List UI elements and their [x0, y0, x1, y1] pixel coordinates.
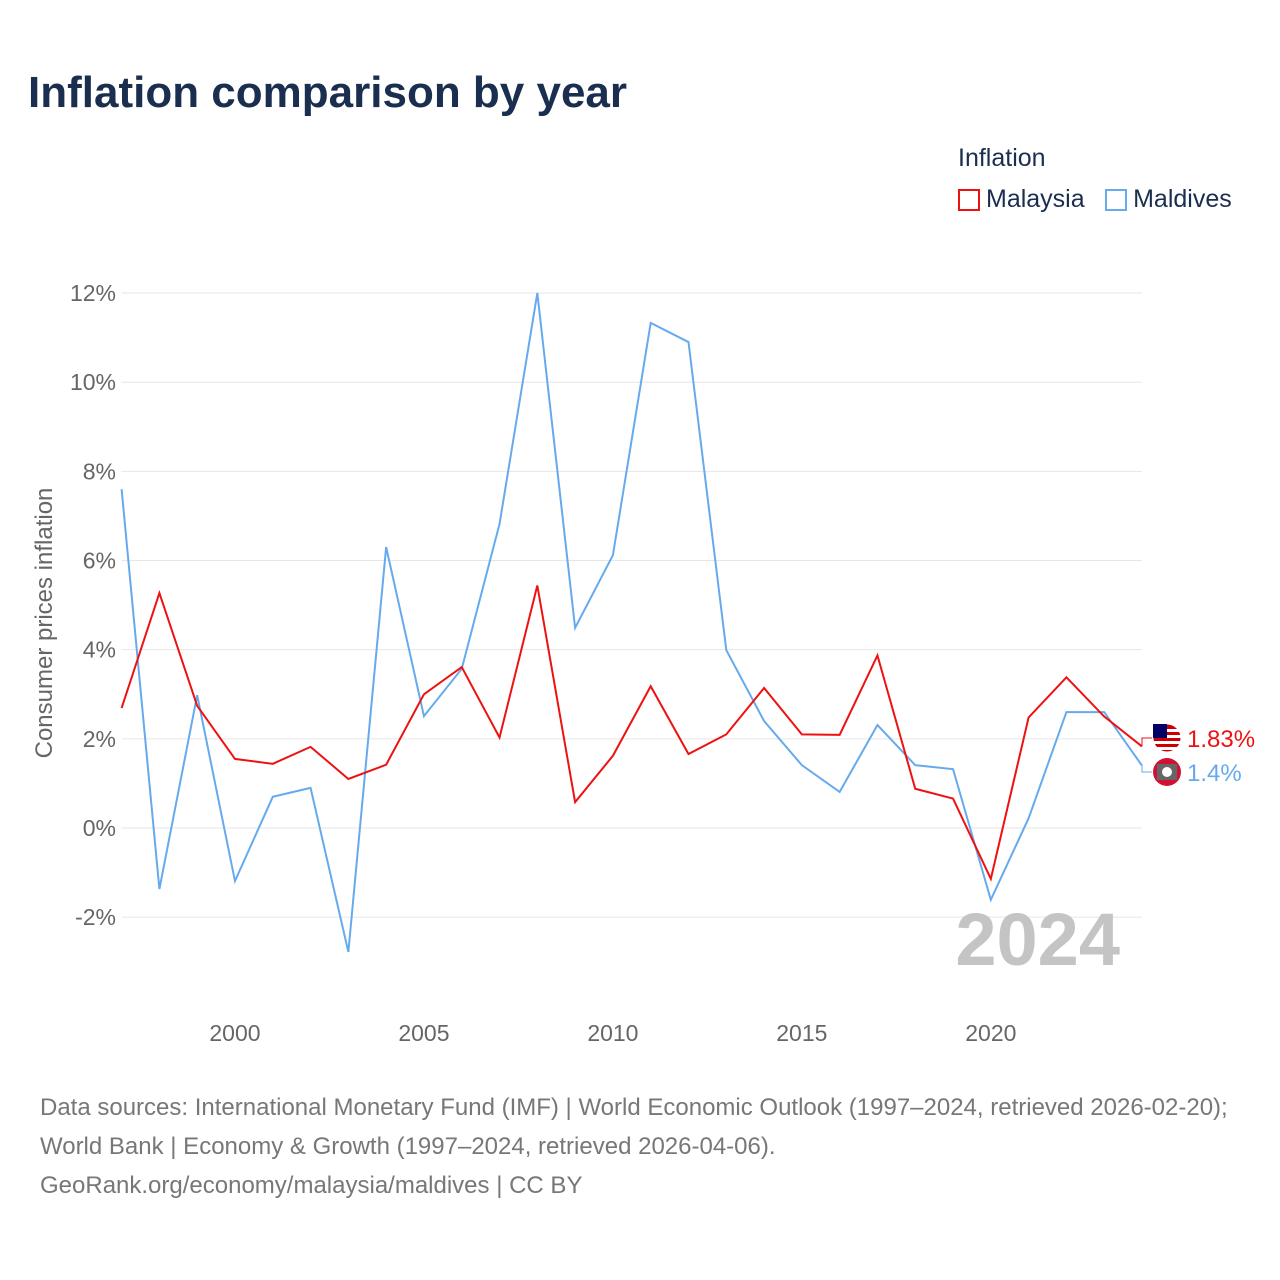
x-tick-label: 2015: [776, 1020, 827, 1046]
data-source: Data sources: International Monetary Fun…: [40, 1088, 1250, 1205]
y-tick-label: -2%: [75, 904, 116, 930]
label-connector: [1141, 737, 1152, 747]
y-axis-label: Consumer prices inflation: [31, 488, 58, 759]
source-text: Data sources: International Monetary Fun…: [40, 1094, 1228, 1160]
chart-title: Inflation comparison by year: [28, 68, 628, 117]
x-tick-label: 2010: [587, 1020, 638, 1046]
end-value-label: 1.4%: [1187, 760, 1242, 787]
source-link[interactable]: GeoRank.org/economy/malaysia/maldives | …: [40, 1172, 583, 1199]
legend: Inflation Malaysia Maldives: [958, 144, 1248, 216]
x-tick-label: 2020: [965, 1020, 1016, 1046]
series-line-maldives: [120, 292, 1143, 953]
y-tick-label: 2%: [83, 726, 116, 752]
label-connector: [1141, 765, 1152, 773]
legend-swatch: [1105, 188, 1128, 211]
series-line-malaysia: [120, 585, 1143, 882]
end-value-label: 1.83%: [1187, 726, 1255, 753]
legend-item-malaysia[interactable]: Malaysia: [958, 185, 1085, 214]
y-tick-label: 4%: [83, 637, 116, 663]
y-tick-label: 10%: [70, 369, 116, 395]
x-tick-label: 2005: [398, 1020, 449, 1046]
y-tick-label: 8%: [83, 458, 116, 484]
legend-swatch: [958, 188, 980, 211]
flag-crescent: [1162, 767, 1172, 777]
legend-item-maldives[interactable]: Maldives: [1105, 185, 1232, 214]
y-tick-label: 12%: [70, 280, 116, 306]
y-tick-label: 0%: [83, 815, 116, 841]
flag-canton: [1153, 724, 1167, 738]
x-tick-label: 2000: [209, 1020, 260, 1046]
flag-stripe: [1153, 741, 1181, 744]
year-watermark: 2024: [955, 898, 1120, 981]
legend-title: Inflation: [958, 144, 1046, 172]
flag-stripe: [1153, 747, 1181, 750]
y-tick-label: 6%: [83, 548, 116, 574]
